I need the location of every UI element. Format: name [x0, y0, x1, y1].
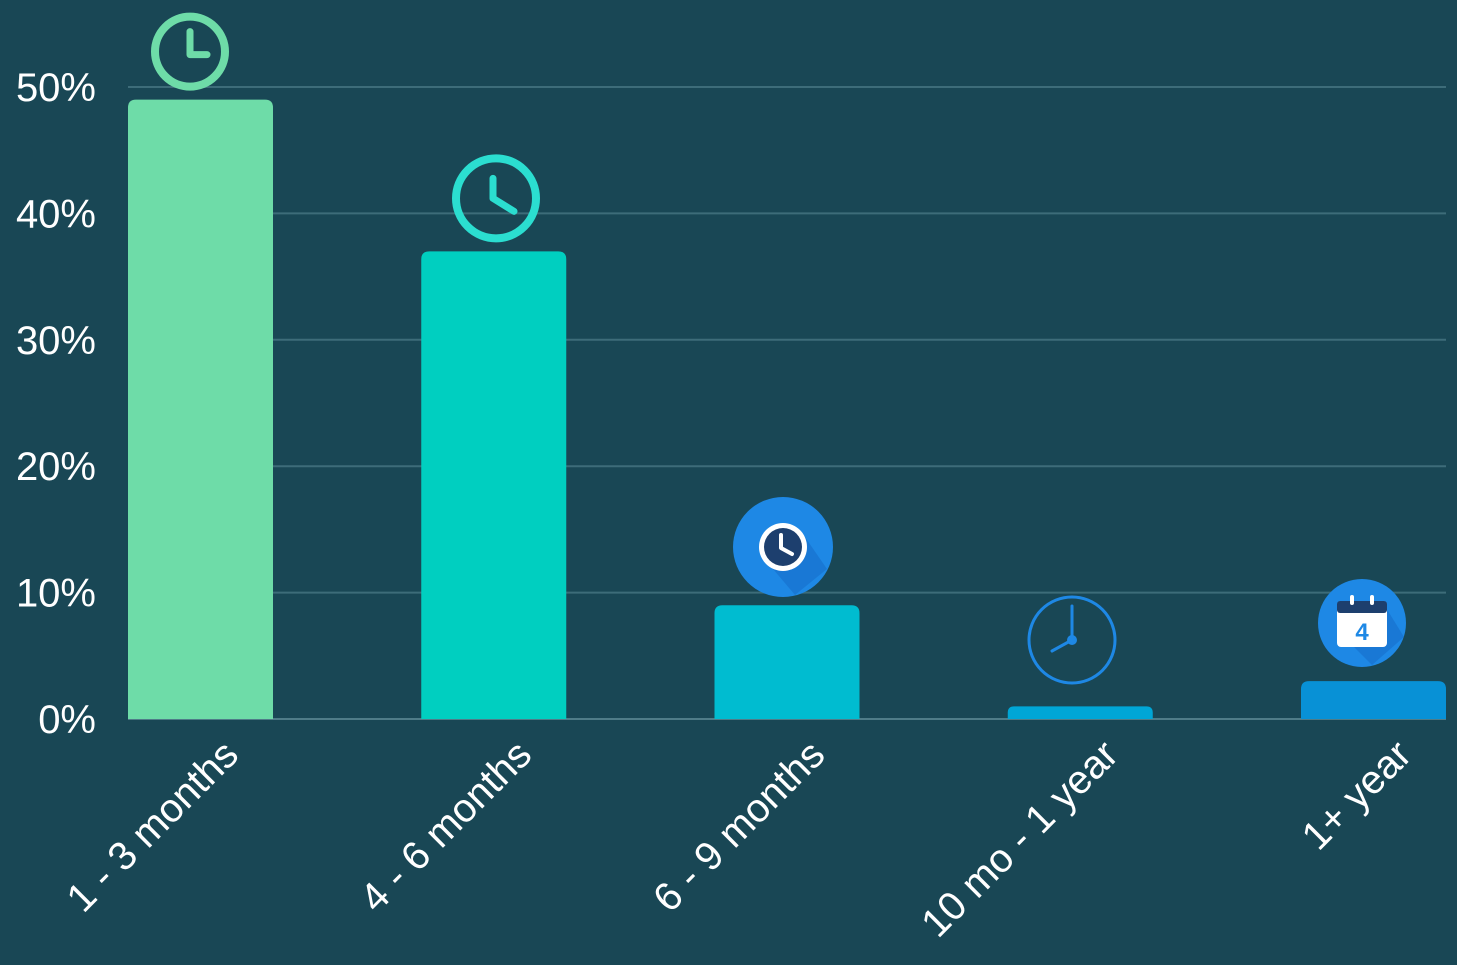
clock-outline-icon [151, 12, 229, 91]
x-tick-label: 1 - 3 months [59, 732, 247, 920]
x-axis-labels: 1 - 3 months 4 - 6 months 6 - 9 months 10 m… [59, 732, 1420, 945]
y-tick-label: 50% [16, 66, 96, 110]
x-tick-label: 4 - 6 months [352, 732, 540, 920]
bar [1301, 681, 1446, 719]
y-axis-ticks: 0% 10% 20% 30% 40% 50% [16, 66, 96, 742]
bar [421, 251, 567, 719]
gridlines [128, 86, 1446, 720]
bars [128, 99, 1446, 719]
calendar-badge-icon: 4 [1318, 579, 1406, 667]
x-tick-label: 1+ year [1294, 732, 1420, 858]
y-tick-label: 20% [16, 445, 96, 489]
y-tick-label: 0% [38, 698, 96, 742]
bar-icons: 4 [151, 12, 1406, 685]
bar [128, 99, 273, 719]
x-tick-label: 6 - 9 months [645, 732, 833, 920]
bar [1007, 706, 1153, 719]
x-tick-label: 10 mo - 1 year [913, 732, 1126, 945]
y-tick-label: 10% [16, 572, 96, 616]
clock-badge-icon [733, 497, 833, 597]
wall-clock-icon [1027, 595, 1117, 685]
y-tick-label: 30% [16, 319, 96, 363]
calendar-day-number: 4 [1355, 619, 1369, 646]
bar [714, 605, 860, 719]
clock-outline-icon [452, 154, 540, 243]
y-tick-label: 40% [16, 192, 96, 236]
